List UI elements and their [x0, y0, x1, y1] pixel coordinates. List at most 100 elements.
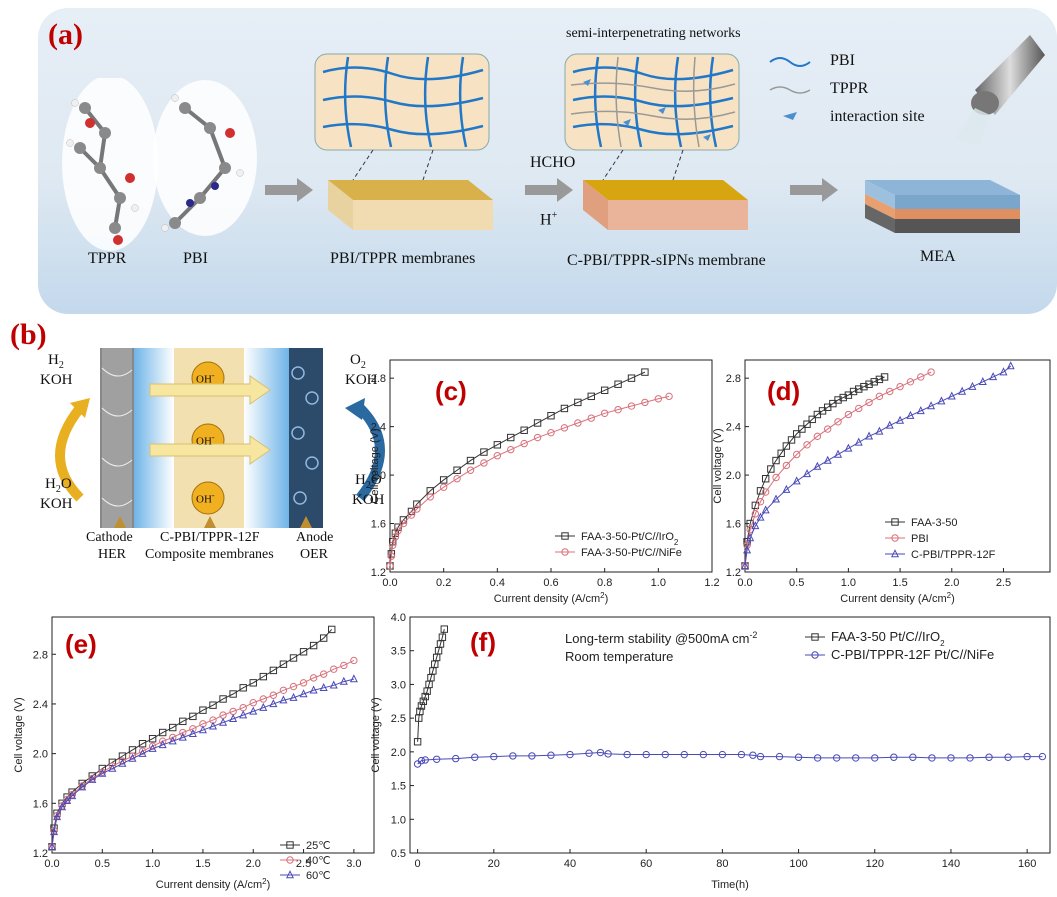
chart-c-series-1-point: [426, 493, 434, 501]
chart-c-ytick-label: 2.0: [371, 470, 386, 482]
legend-pbi-line-icon: [769, 57, 811, 67]
chart-f-series-1-point: [547, 751, 555, 759]
chart-f-ytick-label: 4.0: [391, 612, 406, 624]
chart-e-series-2-point: [63, 796, 72, 805]
chart-d-series-0-point: [782, 442, 791, 450]
chart-e-legend-label: 60℃: [306, 870, 331, 882]
chart-f-series-1-point: [928, 754, 936, 762]
her-label: HER: [98, 547, 126, 562]
chart-e-series-1-point: [319, 670, 328, 678]
chart-c-series-0-point: [466, 456, 475, 465]
chart-e-series-2-point: [158, 740, 167, 749]
chart-e-ytick-label: 2.0: [33, 749, 48, 761]
label-koh-left: KOH: [40, 496, 73, 512]
legend-interaction-label: interaction site: [830, 108, 925, 125]
process-arrow-1: [265, 178, 313, 202]
chart-d-xtick-label: 2.5: [996, 577, 1011, 589]
chart-e-series-2-point: [168, 736, 177, 745]
chart-f-ytick-label: 1.5: [391, 781, 406, 793]
chart-c-legend-label: FAA-3-50-Pt/C//NiFe: [581, 547, 682, 559]
chart-d-series-2-point: [792, 476, 801, 485]
chart-e-series-2-point: [78, 782, 87, 791]
membrane-name-line1: C-PBI/TPPR-12F: [160, 530, 260, 545]
chart-c-series-1-point: [387, 552, 396, 560]
chart-d-series-1-point: [917, 373, 925, 381]
chart-e-series-1-point: [330, 665, 338, 673]
chart-e-series-0-point: [138, 739, 147, 748]
chart-e-series-1-point: [299, 679, 308, 687]
chart-d-ytick-label: 2.0: [726, 470, 741, 482]
chart-d-legend-marker: [891, 518, 899, 526]
chart-c-series-1-point: [399, 519, 408, 528]
chart-e-xtick-label: 2.5: [296, 858, 311, 870]
chart-f-series-1-point: [490, 752, 498, 761]
chart-d-panel-label: (d): [767, 376, 800, 406]
chart-e-series-0-point: [289, 654, 298, 662]
chart-d-series-1-point: [813, 432, 822, 441]
chart-e-series-0-point: [229, 690, 237, 698]
chart-d-xlabel: Current density (A/cm2): [840, 591, 955, 606]
chart-e-series-1-point: [179, 728, 187, 737]
chart-d-series-2-point: [803, 469, 812, 478]
chart-d-series-1-point: [834, 418, 842, 426]
chart-f-xtick-label: 100: [789, 858, 807, 870]
chart-f-series-1-point: [871, 754, 879, 762]
chart-f-series-1-point: [623, 750, 631, 759]
chart-c-series-1-point: [520, 439, 528, 448]
chart-e-series-0-point: [249, 679, 257, 687]
legend-pbi-label: PBI: [830, 52, 855, 69]
chart-d-ytick-label: 2.8: [726, 373, 741, 385]
panel-b-label: (b): [10, 318, 47, 351]
process-arrow-2: [525, 178, 573, 202]
chart-c-series-0-point: [587, 392, 595, 401]
chart-e-series-1-point: [279, 686, 288, 694]
chart-e-series-2-point: [309, 685, 318, 694]
chart-e-series-2-point: [118, 758, 127, 767]
chart-f-ytick-label: 2.5: [391, 713, 406, 725]
chart-c-series-0-point: [560, 404, 569, 413]
chart-e-series-0-point: [219, 695, 227, 703]
chart-e-series-1-point: [340, 661, 348, 670]
chart-d-series-0-point: [808, 415, 816, 424]
chart-f-series-1-point: [585, 749, 593, 757]
chart-e-ylabel: Cell voltage (V): [13, 697, 25, 772]
legend-tppr-label: TPPR: [830, 80, 869, 97]
chart-c-series-0-point: [493, 441, 502, 449]
chart-c-xtick-label: 0.8: [597, 577, 612, 589]
chart-f-series-0-point: [438, 633, 447, 641]
chart-d-series-2-point: [743, 545, 752, 554]
chart-c-series-1-point: [547, 428, 555, 437]
chart-e-series-1-point: [249, 699, 257, 707]
chart-c-series-1-point: [391, 533, 400, 541]
chart-f-series-1-point: [699, 750, 708, 759]
chart-e-series-0-point: [328, 625, 336, 634]
chart-c-series-1-point: [407, 511, 416, 519]
chart-f-series-1-point: [596, 748, 605, 757]
chart-f-annotation-line1: Long-term stability @500mA cm-2: [565, 630, 757, 646]
chart-c-legend-marker: [561, 548, 569, 556]
chart-d-series-1-line: [744, 371, 932, 566]
chart-d-series-1-point: [772, 473, 780, 482]
chart-e-series-1-point: [259, 695, 268, 703]
chart-c-series-0-point: [533, 419, 542, 427]
chart-c-legend-label: FAA-3-50-Pt/C//IrO2: [581, 531, 679, 547]
chart-e-xtick-label: 3.0: [346, 858, 361, 870]
spray-nozzle-icon: [955, 35, 1045, 145]
chart-e-plot: 0.0 0.5 1.0 1.5 2.0 2.5 3.0 1.2 1.6 2.0 2.4 2.8 Curr…: [13, 616, 375, 892]
chart-e-series-2-point: [229, 714, 238, 723]
oh-label-2: OH-: [196, 433, 215, 448]
chart-d-series-2-point: [751, 521, 760, 530]
chart-d-series-2-point: [896, 415, 905, 424]
chart-c-series-0-point: [627, 374, 636, 382]
chart-c-series-1-point: [614, 405, 622, 414]
chart-f-xtick-label: 40: [564, 858, 576, 870]
chart-e-series-0-point: [239, 684, 247, 692]
chart-d-series-0-point: [792, 430, 801, 438]
chart-f-series-1-point: [509, 752, 517, 760]
chart-d-series-2-point: [958, 386, 967, 395]
label-h2o-right: H2O: [355, 472, 382, 491]
chart-e-xlabel: Current density (A/cm2): [156, 877, 271, 892]
chart-f-series-1-point: [604, 750, 612, 758]
chart-d-series-0-point: [772, 456, 780, 465]
chart-e-legend-marker: [286, 841, 294, 849]
